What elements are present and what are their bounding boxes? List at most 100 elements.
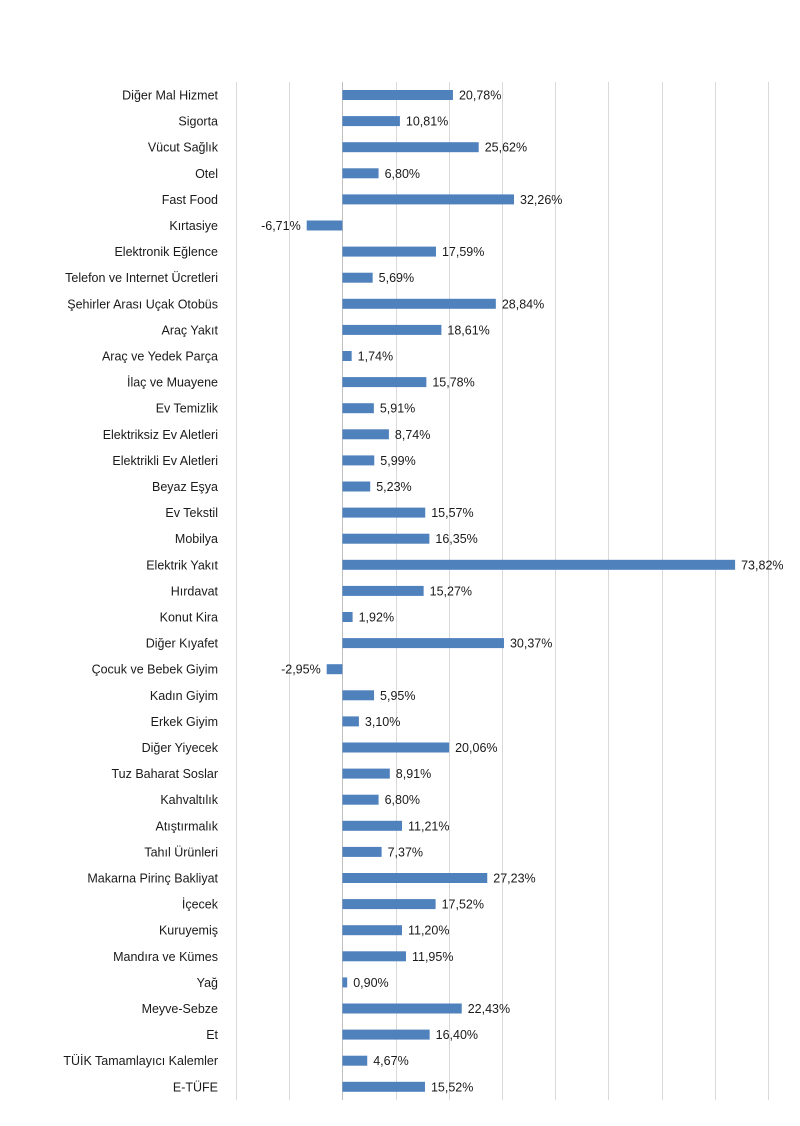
value-label: 27,23%	[493, 872, 535, 886]
bar	[342, 90, 453, 100]
value-label: -6,71%	[261, 219, 301, 233]
value-label: 6,80%	[385, 793, 420, 807]
category-label: Diğer Yiyecek	[142, 741, 219, 755]
value-label: 73,82%	[741, 558, 783, 572]
bar	[342, 820, 403, 831]
category-label: Telefon ve Internet Ücretleri	[65, 271, 218, 285]
value-label: 15,52%	[431, 1080, 473, 1094]
bar	[342, 846, 382, 857]
bar	[342, 116, 400, 127]
bar	[342, 246, 436, 257]
category-label: Otel	[195, 167, 218, 181]
value-label: 11,20%	[408, 924, 449, 938]
bar	[342, 298, 496, 309]
value-label: 18,61%	[447, 323, 489, 337]
value-label: -2,95%	[281, 663, 321, 677]
category-label: Mobilya	[175, 532, 218, 546]
category-label: İlaç ve Muayene	[127, 376, 218, 390]
value-label: 15,57%	[431, 506, 473, 520]
category-label: TÜİK Tamamlayıcı Kalemler	[63, 1054, 218, 1068]
bar	[342, 690, 375, 701]
value-label: 5,91%	[380, 402, 415, 416]
value-label: 32,26%	[520, 193, 562, 207]
bar	[342, 429, 389, 440]
bar	[342, 324, 442, 335]
value-label: 5,95%	[380, 689, 415, 703]
bar	[342, 403, 374, 414]
category-label: Elektrik Yakıt	[146, 558, 218, 572]
bar	[342, 899, 436, 910]
bar	[342, 768, 390, 779]
category-label: Sigorta	[178, 115, 218, 129]
category-label: Şehirler Arası Uçak Otobüs	[67, 297, 218, 311]
value-label: 0,90%	[353, 976, 388, 990]
value-label: 11,95%	[412, 950, 453, 964]
bars	[306, 90, 736, 1092]
value-label: 6,80%	[385, 167, 420, 181]
bar	[342, 925, 402, 936]
value-label: 4,67%	[373, 1054, 408, 1068]
bar	[342, 168, 379, 179]
bar	[342, 194, 515, 205]
bar	[342, 638, 504, 649]
category-label: Makarna Pirinç Bakliyat	[87, 872, 218, 886]
category-label: Tuz Baharat Soslar	[111, 767, 218, 781]
category-label: Beyaz Eşya	[152, 480, 218, 494]
value-label: 16,40%	[436, 1028, 478, 1042]
bar	[342, 1003, 462, 1014]
bar	[342, 559, 736, 570]
bar	[342, 1081, 425, 1092]
category-label: Vücut Sağlık	[148, 141, 219, 155]
category-label: Kırtasiye	[169, 219, 218, 233]
value-label: 3,10%	[365, 715, 400, 729]
value-label: 20,78%	[459, 89, 501, 103]
category-label: E-TÜFE	[173, 1080, 218, 1094]
value-label: 1,92%	[359, 611, 394, 625]
category-label: Ev Temizlik	[156, 402, 219, 416]
category-labels: Diğer Mal Hizmet Sigorta Vücut Sağlık Otel F…	[63, 89, 218, 1095]
value-label: 20,06%	[455, 741, 497, 755]
category-label: Elektronik Eğlence	[114, 245, 218, 259]
bar	[342, 873, 488, 883]
category-label: Kuruyemiş	[159, 924, 218, 938]
category-label: Fast Food	[162, 193, 218, 207]
value-label: 5,23%	[376, 480, 411, 494]
category-label: Meyve-Sebze	[142, 1002, 218, 1016]
bar	[342, 612, 353, 622]
category-label: Araç Yakıt	[161, 323, 218, 337]
value-label: 1,74%	[358, 350, 393, 364]
category-label: Çocuk ve Bebek Giyim	[92, 663, 218, 677]
category-label: Atıştırmalık	[155, 819, 218, 833]
category-label: Diğer Mal Hizmet	[122, 89, 218, 103]
bar	[342, 977, 348, 988]
value-label: 17,52%	[442, 898, 484, 912]
value-label: 28,84%	[502, 297, 544, 311]
category-label: Konut Kira	[160, 611, 218, 625]
value-label: 30,37%	[510, 637, 552, 651]
bar	[342, 1055, 368, 1066]
bar	[342, 533, 430, 544]
bar	[342, 377, 427, 388]
bar	[342, 507, 426, 518]
value-label: 16,35%	[435, 532, 477, 546]
category-label: Kahvaltılık	[160, 793, 218, 807]
value-label: 25,62%	[485, 141, 527, 155]
value-label: 8,91%	[396, 767, 431, 781]
value-label: 17,59%	[442, 245, 484, 259]
bar	[342, 585, 424, 596]
bar	[342, 1029, 430, 1040]
bar	[342, 742, 450, 753]
category-label: Araç ve Yedek Parça	[102, 350, 218, 364]
category-label: Yağ	[197, 976, 218, 990]
category-label: Et	[206, 1028, 218, 1042]
value-label: 11,21%	[408, 819, 449, 833]
bar	[342, 142, 479, 153]
category-label: Ev Tekstil	[165, 506, 218, 520]
value-labels: 20,78% 10,81% 25,62% 6,80% 32,26% -6,71% 17,59…	[261, 89, 783, 1095]
bar	[306, 220, 343, 231]
category-label: Tahıl Ürünleri	[144, 845, 218, 859]
value-label: 10,81%	[406, 115, 448, 129]
category-label: İçecek	[182, 898, 219, 912]
category-label: Hırdavat	[171, 584, 219, 598]
